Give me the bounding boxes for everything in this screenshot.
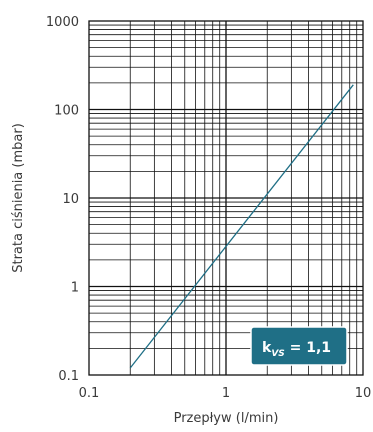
y-tick-label: 100 (54, 104, 79, 119)
x-axis-title: Przepływ (l/min) (174, 411, 279, 426)
x-tick-label: 10 (355, 386, 372, 401)
x-tick-labels: 0.1 1 10 (79, 386, 372, 401)
series-layer (129, 84, 354, 369)
x-tick-label: 0.1 (79, 386, 100, 401)
y-tick-labels: 0.1 1 10 100 1000 (46, 15, 79, 384)
svg-text:kVS = 1,1: kVS = 1,1 (262, 340, 331, 359)
kvs-annotation-box (250, 326, 348, 366)
series-line (129, 84, 354, 369)
y-tick-label: 1000 (46, 15, 79, 30)
y-axis-title: Strata ciśnienia (mbar) (11, 123, 26, 273)
plot-frame (88, 20, 364, 376)
kvs-value: = 1,1 (285, 340, 331, 356)
x-tick-label: 1 (222, 386, 230, 401)
y-tick-label: 1 (71, 281, 79, 296)
kvs-subscript: VS (271, 349, 284, 359)
kvs-annotation: kVS = 1,1 (250, 326, 348, 366)
chart-grid (89, 21, 363, 375)
kvs-symbol: k (262, 340, 272, 356)
y-tick-label: 10 (62, 192, 79, 207)
y-tick-label: 0.1 (58, 369, 79, 384)
